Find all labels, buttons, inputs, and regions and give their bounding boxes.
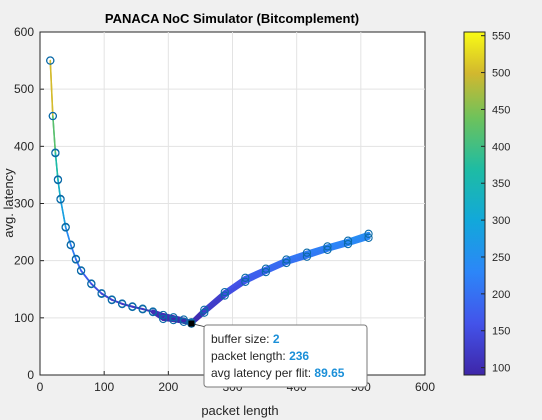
data-point[interactable] [261, 264, 271, 273]
y-tick-label: 300 [14, 197, 34, 211]
y-tick-label: 200 [14, 254, 34, 268]
series-line-segment [90, 283, 103, 295]
data-point[interactable] [241, 277, 250, 286]
y-tick-label: 100 [14, 311, 34, 325]
data-point[interactable] [87, 279, 96, 289]
colorbar-tick-label: 100 [492, 363, 510, 375]
colorbar-tick-label: 400 [492, 141, 510, 153]
colorbar-tick-label: 500 [492, 68, 510, 80]
data-point[interactable] [76, 266, 86, 276]
series-line-segment [111, 299, 123, 305]
datatip-row: buffer size: 2 [211, 332, 280, 346]
datatip-value: 89.65 [314, 366, 344, 380]
colorbar-ticks: 100 150 200 250 300 350 400 450 500 550 [481, 31, 510, 375]
data-point[interactable] [323, 245, 332, 254]
data-point[interactable] [261, 267, 271, 277]
series-line-segment [75, 258, 82, 272]
series-line-segment [131, 306, 144, 311]
data-point[interactable] [71, 255, 81, 264]
chart-title: PANACA NoC Simulator (Bitcomplement) [105, 11, 359, 26]
data-point[interactable] [53, 175, 63, 185]
grid [40, 32, 425, 375]
data-point[interactable] [138, 305, 147, 314]
series-line-segment [59, 198, 67, 229]
data-point[interactable] [128, 302, 137, 312]
datatip-label: avg latency per flit: [211, 366, 314, 380]
colorbar-tick-label: 150 [492, 326, 510, 338]
colorbar: 100 150 200 250 300 350 400 450 500 550 [463, 31, 510, 376]
colorbar-gradient [463, 31, 486, 376]
data-point[interactable] [323, 242, 332, 251]
colorbar-tick-label: 250 [492, 252, 510, 264]
data-point[interactable] [364, 233, 373, 242]
data-point[interactable] [200, 308, 209, 317]
data-point[interactable] [343, 236, 353, 245]
data-point[interactable] [56, 195, 65, 204]
data-point[interactable] [117, 299, 127, 309]
datatip-label: packet length: [211, 349, 289, 363]
data-point[interactable] [241, 273, 250, 282]
data-point[interactable] [48, 111, 57, 121]
datatip-box [203, 324, 368, 388]
y-tick-label: 0 [27, 368, 34, 382]
x-axis-label: packet length [201, 403, 278, 418]
data-point[interactable] [169, 313, 178, 322]
datatip-label: buffer size: [211, 332, 273, 346]
y-tick-label: 500 [14, 82, 34, 96]
y-axis-label: avg. latency [1, 168, 16, 238]
series-line-segment [121, 303, 134, 308]
data-point[interactable] [302, 248, 312, 257]
datatip-marker[interactable] [188, 320, 195, 327]
data-point[interactable] [220, 287, 229, 297]
x-tick-label: 100 [94, 380, 114, 394]
y-tick-label: 400 [14, 139, 34, 153]
data-point[interactable] [282, 255, 291, 264]
colorbar-tick-label: 300 [492, 215, 510, 227]
y-axis-ticks: 0 100 200 300 400 500 600 [14, 25, 44, 382]
series-line-segment [100, 293, 113, 301]
datatip-value: 236 [289, 349, 309, 363]
data-point[interactable] [364, 229, 373, 238]
data-point[interactable] [220, 291, 229, 300]
data-point[interactable] [97, 289, 106, 298]
datatip[interactable]: buffer size: 2 packet length: 236 avg late… [188, 320, 368, 388]
data-point[interactable] [51, 149, 60, 158]
colorbar-tick-label: 350 [492, 178, 510, 190]
datatip-value: 2 [273, 332, 280, 346]
x-tick-label: 200 [158, 380, 178, 394]
x-tick-label: 0 [37, 380, 44, 394]
data-point[interactable] [107, 295, 117, 305]
x-tick-label: 600 [415, 380, 435, 394]
data-point[interactable] [169, 315, 178, 325]
colorbar-tick-label: 550 [492, 31, 510, 43]
data-point[interactable] [179, 315, 188, 324]
datatip-row: packet length: 236 [211, 349, 309, 363]
data-point[interactable] [148, 307, 158, 317]
series-line-segment [49, 59, 54, 117]
data-point[interactable] [159, 314, 168, 324]
data-point[interactable] [61, 223, 70, 232]
data-point[interactable] [200, 305, 209, 314]
colorbar-tick-label: 450 [492, 104, 510, 116]
colorbar-tick-label: 200 [492, 289, 510, 301]
series-markers [46, 56, 373, 328]
data-point[interactable] [302, 252, 312, 261]
series-line-segment [70, 244, 77, 261]
data-point[interactable] [282, 258, 291, 268]
data-point[interactable] [187, 319, 196, 328]
data-point[interactable] [343, 239, 353, 249]
series-line-segment [52, 115, 57, 154]
y-tick-label: 600 [14, 25, 34, 39]
data-point[interactable] [66, 241, 75, 250]
datatip-row: avg latency per flit: 89.65 [211, 366, 345, 380]
data-point[interactable] [159, 310, 168, 320]
data-point[interactable] [46, 56, 55, 65]
